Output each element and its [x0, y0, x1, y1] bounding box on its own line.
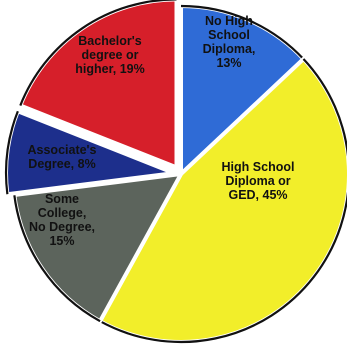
pie-label-line: Diploma or	[225, 174, 290, 188]
pie-slice-outline-some-college-no-degree	[13, 194, 101, 323]
pie-label-line: higher, 19%	[75, 62, 144, 76]
pie-slice-outline-no-high-school-diploma	[180, 4, 305, 60]
pie-label-line: Some	[45, 192, 79, 206]
pie-slices	[4, 0, 347, 344]
pie-label-line: College,	[38, 206, 87, 220]
pie-labels: No High School Diploma, 13%High School Diplo…	[28, 14, 295, 248]
pie-label-line: No High	[205, 14, 253, 28]
pie-label-line: degree or	[82, 48, 139, 62]
pie-label-line: GED, 45%	[228, 188, 287, 202]
pie-label-line: 15%	[49, 234, 74, 248]
pie-slice-outline-high-school-diploma-or-ged	[99, 58, 347, 344]
pie-label-line: No Degree,	[29, 220, 95, 234]
pie-label-line: Degree, 8%	[28, 157, 95, 171]
pie-label-line: 13%	[216, 56, 241, 70]
pie-label-high-school-diploma-or-ged: High School Diploma or GED, 45%	[222, 160, 295, 202]
pie-label-bachelors-degree-or-higher: Bachelor's degree or higher, 19%	[75, 34, 144, 76]
pie-slice-outline-bachelors-degree-or-higher	[19, 0, 177, 106]
pie-label-line: Bachelor's	[78, 34, 141, 48]
pie-label-some-college-no-degree: Some College, No Degree, 15%	[29, 192, 95, 248]
pie-label-line: Diploma,	[203, 42, 256, 56]
pie-label-associates-degree: Associate's Degree, 8%	[28, 143, 97, 171]
pie-label-line: High School	[222, 160, 295, 174]
pie-label-line: Associate's	[28, 143, 97, 157]
pie-label-no-high-school-diploma: No High School Diploma, 13%	[203, 14, 256, 70]
pie-label-line: School	[208, 28, 250, 42]
pie-slice-outline-associates-degree	[4, 110, 19, 195]
